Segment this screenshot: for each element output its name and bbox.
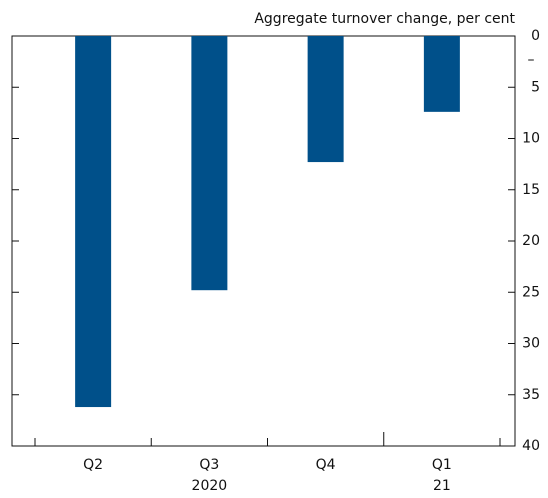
- axis-label: Aggregate turnover change, per cent: [254, 11, 515, 27]
- x-tick-label: Q1: [432, 457, 452, 473]
- x-tick-label: Q2: [83, 457, 103, 473]
- x-tick-label: Q3: [199, 457, 219, 473]
- bar: [423, 36, 460, 112]
- y-tick-label: 30: [522, 336, 540, 352]
- sign-label: –: [528, 52, 535, 68]
- y-tick-label: 35: [522, 387, 540, 403]
- y-tick-label: 40: [522, 438, 540, 454]
- bar: [307, 36, 344, 163]
- group-label: 21: [433, 478, 451, 494]
- y-tick-label: 5: [531, 79, 540, 95]
- bar: [75, 36, 112, 408]
- x-tick-label: Q4: [316, 457, 336, 473]
- y-tick-label: 10: [522, 131, 540, 147]
- y-tick-label: 25: [522, 284, 540, 300]
- y-tick-label: 20: [522, 233, 540, 249]
- bar: [191, 36, 228, 291]
- group-label: 2020: [192, 478, 228, 494]
- y-tick-label: 0: [531, 28, 540, 44]
- y-tick-label: 15: [522, 182, 540, 198]
